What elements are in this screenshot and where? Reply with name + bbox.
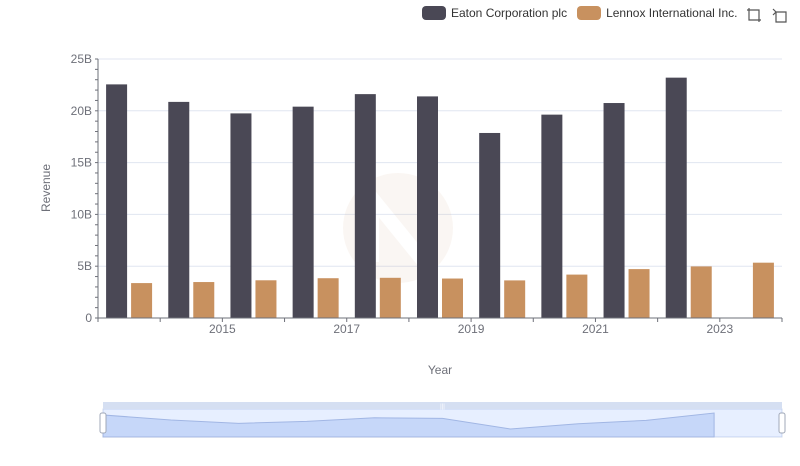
bar-eaton[interactable] [417,96,438,318]
bar-eaton[interactable] [603,103,625,318]
y-tick-label: 20B [71,104,92,118]
x-tick-label: 2017 [333,322,360,336]
bar-lennox[interactable] [131,283,153,318]
x-tick-label: 2019 [458,322,485,336]
x-tick-label: 2015 [209,322,236,336]
data-zoom-selection[interactable] [103,409,782,437]
x-axis-label: Year [428,363,452,377]
bar-lennox[interactable] [442,278,463,318]
data-zoom-preview [102,412,715,438]
bar-eaton[interactable] [106,84,128,318]
bar-lennox[interactable] [255,280,277,318]
legend-item-eaton[interactable]: Eaton Corporation plc [422,6,567,20]
legend-swatch-lennox [577,6,602,20]
bar-lennox[interactable] [628,269,650,318]
toolbox [746,7,788,23]
y-tick-label: 10B [71,207,92,221]
y-tick-label: 5B [77,259,92,273]
legend-item-lennox[interactable]: Lennox International Inc. [577,6,738,20]
data-zoom-slider[interactable]: ||| [99,402,786,438]
legend: Eaton Corporation plc Lennox Internation… [422,4,738,22]
x-tick-label: 2021 [582,322,609,336]
bar-eaton[interactable] [541,114,563,318]
axes: 0 5B 10B 15B 20B 25B 2015 2017 2019 2021 2023 [71,52,783,336]
bar-lennox[interactable] [752,262,774,318]
data-zoom-move-bar[interactable] [103,402,782,409]
legend-label-eaton: Eaton Corporation plc [451,6,568,20]
bar-lennox[interactable] [193,282,215,318]
y-tick-label: 0 [85,311,92,325]
legend-label-lennox: Lennox International Inc. [606,6,738,20]
x-tick-label: 2023 [706,322,733,336]
restore-icon[interactable] [772,7,788,23]
data-zoom-grip: ||| [440,404,445,410]
zoom-crosshair-icon[interactable] [746,7,762,23]
legend-swatch-eaton [422,6,446,20]
data-zoom-end-handle[interactable] [778,412,786,434]
bar-lennox[interactable] [504,280,526,318]
bar-eaton[interactable] [230,113,252,318]
y-tick-label: 15B [71,156,92,170]
bar-eaton[interactable] [168,101,190,318]
bar-eaton[interactable] [292,106,314,318]
y-tick-label: 25B [71,52,92,66]
y-axis-label: Revenue [39,164,53,212]
bar-lennox[interactable] [690,266,712,318]
bars [106,77,774,319]
bar-eaton[interactable] [665,77,687,318]
bar-lennox[interactable] [566,274,588,318]
bar-lennox[interactable] [379,277,401,318]
data-zoom-start-handle[interactable] [99,412,107,434]
bar-eaton[interactable] [479,132,501,318]
bar-eaton[interactable] [354,94,376,319]
bar-lennox[interactable] [317,278,339,318]
